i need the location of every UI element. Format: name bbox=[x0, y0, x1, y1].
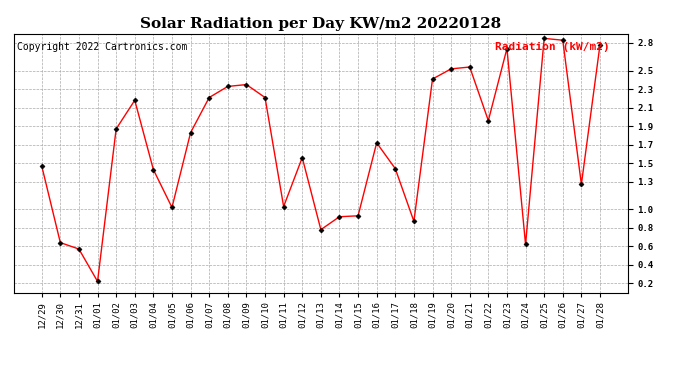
Text: Radiation (kW/m2): Radiation (kW/m2) bbox=[495, 42, 609, 51]
Title: Solar Radiation per Day KW/m2 20220128: Solar Radiation per Day KW/m2 20220128 bbox=[140, 17, 502, 31]
Text: Copyright 2022 Cartronics.com: Copyright 2022 Cartronics.com bbox=[17, 42, 187, 51]
